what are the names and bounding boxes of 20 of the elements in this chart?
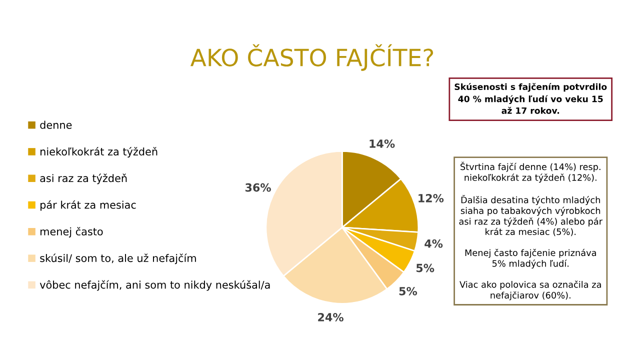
text: Skúsenosti s fajčením potvrdilo 40 % mladých ľudí vo veku 15 až 17 rokov.: [454, 83, 607, 114]
legend-label: denne: [40, 120, 72, 129]
data-label: 5%: [399, 286, 418, 296]
legend-label: asi raz za týždeň: [40, 174, 127, 184]
legend-label: pár krát za mesiac: [40, 200, 136, 211]
data-label: 12%: [418, 194, 444, 202]
legend-label: menej často: [40, 226, 103, 238]
data-label: 4%: [424, 239, 443, 248]
legend-label: skúsil/ som to, ale už nefajčím: [40, 254, 196, 264]
data-label: 36%: [245, 183, 271, 192]
data-label: 24%: [318, 313, 344, 322]
text: Štvrtina fajčí denne (14%) resp. niekoľkokrát za týždeň (12%).: [460, 162, 600, 183]
chart-title: AKO ČASTO FAJČÍTE?: [190, 44, 434, 71]
data-label: 14%: [370, 139, 395, 148]
text: Menej často fajčenie priznáva 5% mladých ľudí.: [465, 248, 596, 269]
legend-label: niekoľkokrát za týždeň: [40, 147, 158, 158]
text: Ďalšia desatina týchto mladých siaha po tabakových výrobkoch asi raz za týždeň (4%) alebo pár krát za mesiac (5%).: [459, 194, 603, 236]
text: Viac ako polovica sa označila za nefajčiarov (60%).: [460, 280, 601, 300]
data-label: 5%: [416, 264, 434, 272]
legend-label: vôbec nefajčím, ani som to nikdy neskúšal/a: [40, 280, 270, 291]
